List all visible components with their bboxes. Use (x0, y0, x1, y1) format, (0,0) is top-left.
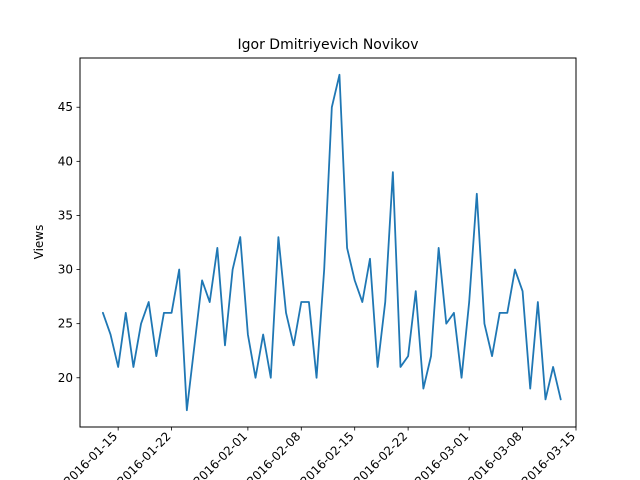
x-tick-label: 2016-02-08 (244, 429, 303, 480)
y-axis: 20 25 30 35 40 45 (58, 100, 80, 385)
chart-title: Igor Dmitriyevich Novikov (238, 37, 419, 53)
y-tick-label: 45 (58, 100, 73, 114)
x-tick-label: 2016-01-15 (61, 429, 120, 480)
y-tick-label: 40 (58, 154, 73, 168)
y-tick-label: 20 (58, 371, 73, 385)
plot-area-frame (79, 57, 577, 428)
y-tick-label: 25 (58, 317, 73, 331)
x-tick-label: 2016-03-01 (412, 429, 471, 480)
x-tick-label: 2016-03-15 (519, 429, 578, 480)
x-tick-label: 2016-03-08 (465, 429, 524, 480)
x-tick-label: 2016-02-01 (191, 429, 250, 480)
y-tick-label: 30 (58, 263, 73, 277)
y-tick-label: 35 (58, 208, 73, 222)
x-tick-label: 2016-02-15 (298, 429, 357, 480)
series-line (101, 73, 562, 412)
x-tick-label: 2016-02-22 (351, 429, 410, 480)
x-tick-label: 2016-01-22 (114, 429, 173, 480)
y-axis-label: Views (32, 225, 46, 260)
